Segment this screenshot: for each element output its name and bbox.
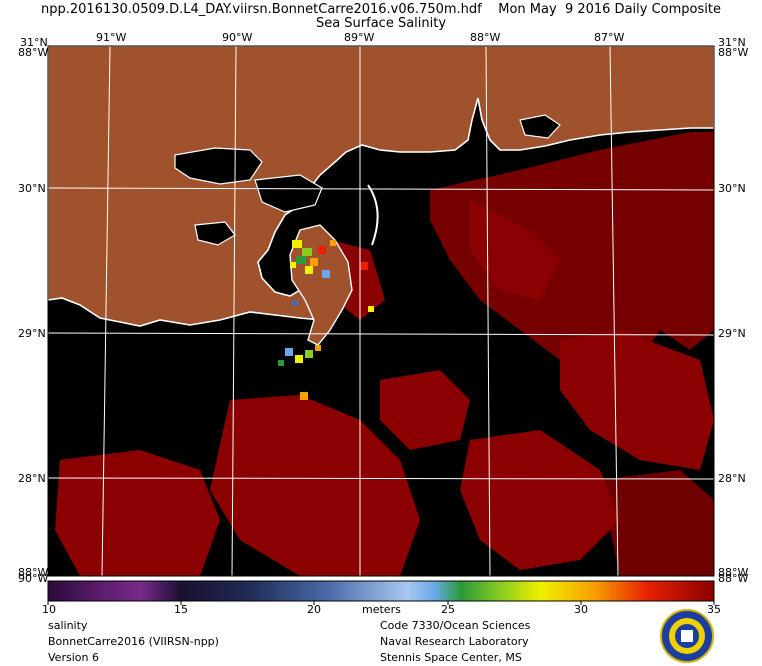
colorbar-tick-20: 20 bbox=[307, 603, 321, 616]
colorbar-unit: meters bbox=[362, 603, 401, 616]
corner-top-left-lon: 88°W bbox=[18, 46, 49, 59]
lat-label-28n-right: 28°N bbox=[718, 472, 746, 485]
corner-bottom-left-lon: 90°W bbox=[18, 572, 49, 585]
colorbar-tick-25: 25 bbox=[441, 603, 455, 616]
river-plume bbox=[278, 240, 374, 400]
image-subtitle: Sea Surface Salinity bbox=[315, 16, 447, 31]
colorbar-tick-35: 35 bbox=[707, 603, 721, 616]
navy-seal-icon bbox=[660, 609, 714, 663]
lon-label-87w: 87°W bbox=[594, 31, 625, 44]
lakes bbox=[174, 114, 561, 246]
graticule bbox=[48, 46, 714, 576]
footer-location: Stennis Space Center, MS bbox=[380, 651, 522, 664]
lat-label-29n-right: 29°N bbox=[718, 327, 746, 340]
corner-top-right-lon: 88°W bbox=[718, 46, 749, 59]
lon-label-89w: 89°W bbox=[344, 31, 375, 44]
footer-left: salinity BonnetCarre2016 (VIIRSN-npp) Ve… bbox=[48, 618, 219, 666]
corner-bottom-right-lat: 88°W bbox=[718, 566, 749, 579]
footer-center: Code 7330/Ocean Sciences Naval Research … bbox=[380, 618, 530, 666]
barrier-island bbox=[367, 184, 379, 246]
footer-variable: salinity bbox=[48, 619, 88, 632]
footer-version: Version 6 bbox=[48, 651, 99, 664]
footer-code: Code 7330/Ocean Sciences bbox=[380, 619, 531, 632]
corner-top-left-lat: 31°N bbox=[20, 36, 48, 49]
footer-dataset: BonnetCarre2016 (VIIRSN-npp) bbox=[48, 635, 219, 648]
image-title: npp.2016130.0509.D.L4_DAY.viirsn.BonnetC… bbox=[41, 2, 721, 17]
corner-top-right-lat: 31°N bbox=[718, 36, 746, 49]
salinity-field bbox=[55, 132, 714, 576]
lat-label-29n-left: 29°N bbox=[18, 327, 46, 340]
colorbar-tick-15: 15 bbox=[174, 603, 188, 616]
lat-label-30n-left: 30°N bbox=[18, 182, 46, 195]
colorbar-tick-10: 10 bbox=[42, 603, 56, 616]
lat-label-28n-left: 28°N bbox=[18, 472, 46, 485]
lat-label-30n-right: 30°N bbox=[718, 182, 746, 195]
colorbar bbox=[47, 580, 715, 602]
corner-bottom-right-lon: 88°W bbox=[718, 572, 749, 585]
corner-bottom-left-lat: 88°W bbox=[18, 566, 49, 579]
lon-label-91w: 91°W bbox=[96, 31, 127, 44]
lon-label-90w: 90°W bbox=[222, 31, 253, 44]
footer-lab: Naval Research Laboratory bbox=[380, 635, 529, 648]
lon-label-88w: 88°W bbox=[470, 31, 501, 44]
colorbar-tick-30: 30 bbox=[574, 603, 588, 616]
